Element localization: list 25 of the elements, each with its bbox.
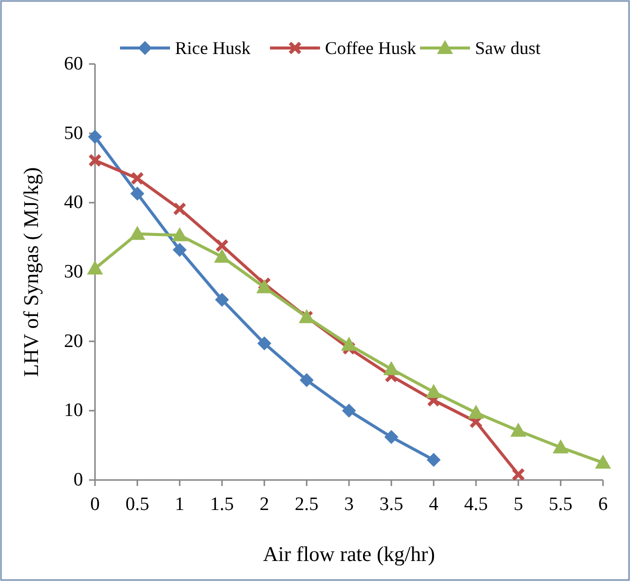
x-tick-label: 0 (90, 494, 100, 515)
legend-label: Coffee Husk (325, 38, 416, 58)
legend-label: Saw dust (475, 38, 541, 58)
x-tick-label: 6 (598, 494, 608, 515)
y-tick-label: 10 (64, 400, 83, 422)
x-tick-label: 2 (260, 494, 270, 515)
legend-label: Rice Husk (175, 38, 250, 58)
x-tick-label: 3 (344, 494, 354, 515)
y-tick-label: 0 (74, 470, 83, 490)
x-tick-label: 3.5 (379, 494, 404, 515)
x-tick-label: 4 (428, 494, 439, 515)
x-tick-label: 1.5 (210, 494, 234, 515)
y-tick-label: 50 (64, 122, 83, 144)
y-tick-label: 60 (64, 54, 83, 74)
x-tick-label: 1 (174, 494, 184, 515)
x-tick-label: 4.5 (464, 494, 488, 515)
y-tick-label: 20 (64, 330, 83, 352)
x-tick-label: 0.5 (125, 494, 150, 515)
y-tick-label: 30 (64, 262, 83, 282)
y-tick-label: 40 (64, 192, 83, 214)
y-axis-title: LHV of Syngas ( MJ/kg) (19, 167, 43, 377)
x-axis-title: Air flow rate (kg/hr) (262, 542, 436, 566)
x-tick-label: 2.5 (294, 494, 319, 515)
x-tick-label: 5 (514, 494, 524, 515)
x-tick-label: 5.5 (548, 494, 573, 515)
